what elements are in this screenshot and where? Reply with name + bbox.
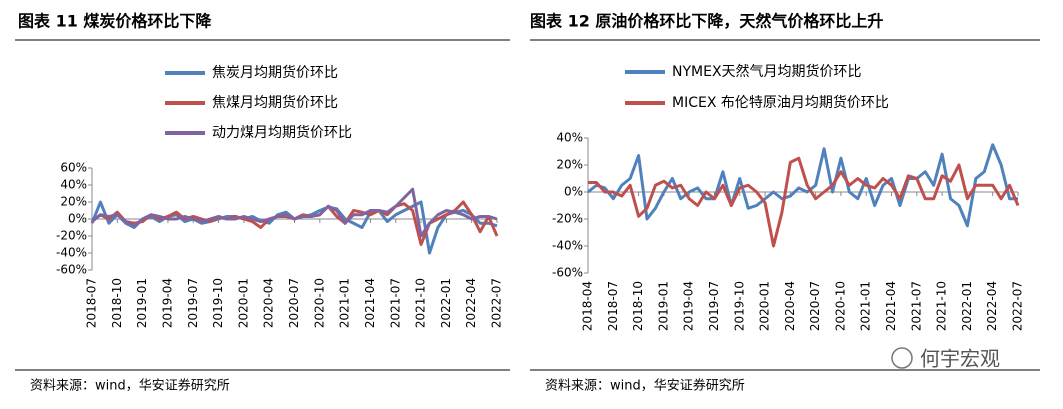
x-tick-label: 2019-04 xyxy=(160,278,174,328)
source-note: 资料来源：wind，华安证券研究所 xyxy=(30,378,230,394)
y-tick-label: -60% xyxy=(552,266,583,280)
source-note: 资料来源：wind，华安证券研究所 xyxy=(545,378,745,394)
series-line xyxy=(587,143,1018,228)
y-tick-label: 40% xyxy=(60,178,87,192)
y-tick-label: -40% xyxy=(552,239,583,253)
x-tick-label: 2020-04 xyxy=(262,278,276,328)
legend-label: 焦煤月均期货价环比 xyxy=(212,94,338,111)
x-tick-label: 2020-07 xyxy=(808,281,822,331)
series-line xyxy=(91,187,498,238)
watermark: 何宇宏观 xyxy=(920,347,1000,371)
series-line xyxy=(91,200,499,246)
y-tick-label: -40% xyxy=(56,246,87,260)
x-tick-label: 2021-01 xyxy=(338,278,352,328)
x-tick-label: 2022-04 xyxy=(464,278,478,328)
y-tick-label: -20% xyxy=(552,212,583,226)
x-tick-label: 2019-01 xyxy=(135,278,149,328)
y-tick-label: 20% xyxy=(556,158,583,172)
y-tick-label: 0% xyxy=(68,212,87,226)
x-tick-label: 2019-04 xyxy=(682,281,696,331)
x-tick-label: 2021-10 xyxy=(935,281,949,331)
x-tick-label: 2019-01 xyxy=(656,281,670,331)
x-tick-label: 2019-10 xyxy=(732,281,746,331)
x-tick-label: 2022-07 xyxy=(490,278,504,328)
x-tick-label: 2020-04 xyxy=(783,281,797,331)
x-tick-label: 2021-10 xyxy=(414,278,428,328)
x-tick-label: 2022-01 xyxy=(439,278,453,328)
x-tick-label: 2021-07 xyxy=(909,281,923,331)
y-tick-label: -60% xyxy=(56,263,87,277)
x-tick-label: 2019-10 xyxy=(211,278,225,328)
y-tick-label: 40% xyxy=(556,131,583,145)
x-tick-label: 2019-07 xyxy=(186,278,200,328)
series-line xyxy=(90,200,498,255)
x-tick-label: 2021-01 xyxy=(859,281,873,331)
series-line xyxy=(588,156,1020,248)
x-tick-label: 2022-04 xyxy=(985,281,999,331)
x-tick-label: 2018-04 xyxy=(581,281,595,331)
y-tick-label: 20% xyxy=(60,195,87,209)
x-tick-label: 2022-01 xyxy=(960,281,974,331)
x-tick-label: 2021-04 xyxy=(363,278,377,328)
y-tick-label: -20% xyxy=(56,229,87,243)
x-tick-label: 2018-07 xyxy=(85,278,99,328)
y-tick-label: 60% xyxy=(60,161,87,175)
legend-label: NYMEX天然气月均期货价环比 xyxy=(672,63,862,80)
x-tick-label: 2020-10 xyxy=(833,281,847,331)
legend-label: 动力煤月均期货价环比 xyxy=(212,124,352,141)
watermark-icon xyxy=(891,347,913,369)
chart-title: 图表 11 煤炭价格环比下降 xyxy=(18,12,212,31)
legend-label: 焦炭月均期货价环比 xyxy=(212,64,338,81)
legend-label: MICEX 布伦特原油月均期货价环比 xyxy=(672,94,889,111)
x-tick-label: 2020-01 xyxy=(758,281,772,331)
x-tick-label: 2020-01 xyxy=(236,278,250,328)
x-tick-label: 2021-04 xyxy=(884,281,898,331)
x-tick-label: 2020-10 xyxy=(312,278,326,328)
x-tick-label: 2019-07 xyxy=(707,281,721,331)
y-tick-label: 0% xyxy=(564,185,583,199)
x-tick-label: 2018-07 xyxy=(606,281,620,331)
chart-title: 图表 12 原油价格环比下降，天然气价格环比上升 xyxy=(530,12,883,31)
x-tick-label: 2018-10 xyxy=(110,278,124,328)
x-tick-label: 2021-07 xyxy=(388,278,402,328)
x-tick-label: 2022-07 xyxy=(1011,281,1025,331)
x-tick-label: 2020-07 xyxy=(287,278,301,328)
x-tick-label: 2018-10 xyxy=(631,281,645,331)
